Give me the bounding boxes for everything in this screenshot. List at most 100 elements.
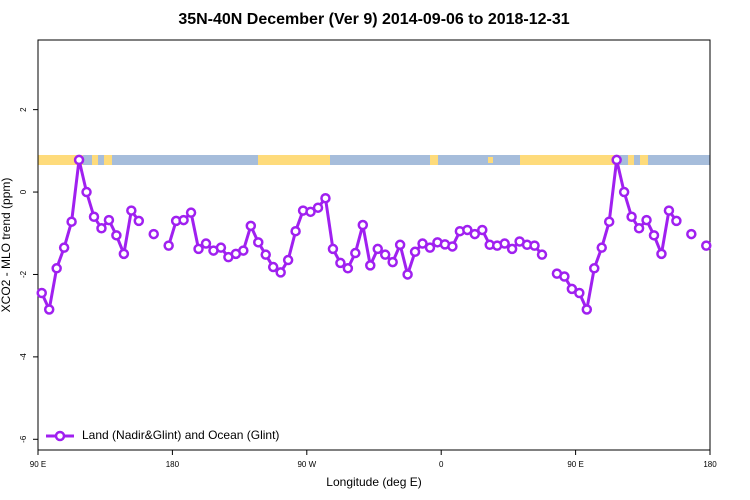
land-band <box>488 157 493 163</box>
data-point <box>648 230 660 241</box>
data-point <box>253 237 264 248</box>
data-point <box>611 154 622 166</box>
data-point <box>618 186 630 198</box>
data-point <box>260 249 271 260</box>
data-point <box>126 205 137 216</box>
data-point <box>312 202 324 213</box>
data-point <box>387 256 398 268</box>
y-tick-label: 0 <box>19 189 28 194</box>
data-point <box>282 254 294 266</box>
data-point <box>81 186 92 198</box>
data-point <box>589 263 600 274</box>
data-point <box>417 238 428 249</box>
data-point <box>402 269 413 280</box>
data-point <box>447 241 458 252</box>
data-point <box>267 261 279 273</box>
x-tick-label: 180 <box>703 460 717 469</box>
data-point <box>641 214 652 226</box>
series-line <box>40 159 141 315</box>
data-point <box>462 224 473 236</box>
data-point <box>88 211 100 223</box>
data-point <box>566 283 578 295</box>
data-point <box>581 304 593 315</box>
data-point <box>633 223 645 234</box>
land-band <box>104 155 112 165</box>
data-point <box>424 242 436 253</box>
data-point <box>178 214 189 226</box>
data-point <box>350 247 361 259</box>
data-point <box>342 263 354 274</box>
x-tick-label: 90 E <box>30 460 46 469</box>
y-tick-label: -6 <box>19 435 28 443</box>
y-tick-label: -2 <box>19 270 28 278</box>
data-point <box>365 260 376 271</box>
data-point <box>96 223 107 234</box>
data-point <box>185 207 197 218</box>
data-point <box>73 154 85 166</box>
data-point <box>701 240 712 251</box>
data-point <box>133 215 145 227</box>
surface-band <box>38 155 710 165</box>
data-point <box>193 243 204 255</box>
data-point <box>66 216 77 227</box>
data-point <box>394 239 406 251</box>
land-band <box>430 155 438 165</box>
land-band <box>258 155 330 165</box>
land-band <box>640 155 648 165</box>
data-point <box>215 242 227 253</box>
data-point <box>671 215 682 227</box>
data-point <box>663 205 675 216</box>
data-point <box>686 228 697 240</box>
data-point <box>36 287 47 299</box>
data-point <box>379 249 391 260</box>
data-point <box>603 216 615 227</box>
data-point <box>357 219 369 231</box>
data-point <box>529 240 540 251</box>
y-tick-label: 2 <box>19 107 28 112</box>
data-point <box>574 287 585 299</box>
data-point <box>469 228 481 240</box>
land-band <box>92 155 98 165</box>
data-point <box>499 238 510 249</box>
x-tick-label: 0 <box>439 460 444 469</box>
data-point <box>477 224 488 236</box>
data-point <box>275 267 286 278</box>
data-point <box>536 249 548 260</box>
data-point <box>238 245 249 256</box>
x-tick-label: 90 E <box>567 460 583 469</box>
data-point <box>111 230 122 241</box>
data-point <box>290 225 301 237</box>
data-point <box>58 242 70 253</box>
x-tick-label: 180 <box>166 460 180 469</box>
series-line <box>167 194 544 280</box>
data-point <box>305 206 316 218</box>
data-point <box>200 238 212 249</box>
data-point <box>163 240 174 251</box>
data-point <box>506 243 518 255</box>
data-point <box>43 304 55 315</box>
data-point <box>103 214 115 226</box>
data-point <box>409 246 421 258</box>
data-point <box>372 243 383 255</box>
chart-title: 35N-40N December (Ver 9) 2014-09-06 to 2… <box>178 11 569 28</box>
y-axis-label: XCO2 - MLO trend (ppm) <box>0 178 13 313</box>
land-band <box>520 155 620 165</box>
data-point <box>327 243 339 255</box>
data-point <box>51 263 62 274</box>
data-point <box>335 257 346 269</box>
y-tick-label: -4 <box>19 353 28 361</box>
legend-label: Land (Nadir&Glint) and Ocean (Glint) <box>82 428 279 442</box>
land-band <box>38 155 83 165</box>
data-point <box>626 211 637 223</box>
x-tick-label: 90 W <box>297 460 316 469</box>
legend-marker <box>54 430 66 442</box>
data-point <box>148 228 159 240</box>
land-band <box>628 155 634 165</box>
data-point <box>118 248 130 260</box>
data-point <box>559 271 570 282</box>
ocean-band <box>38 155 710 165</box>
data-point <box>596 242 607 253</box>
plot-frame <box>37 39 711 451</box>
data-point <box>320 192 331 204</box>
